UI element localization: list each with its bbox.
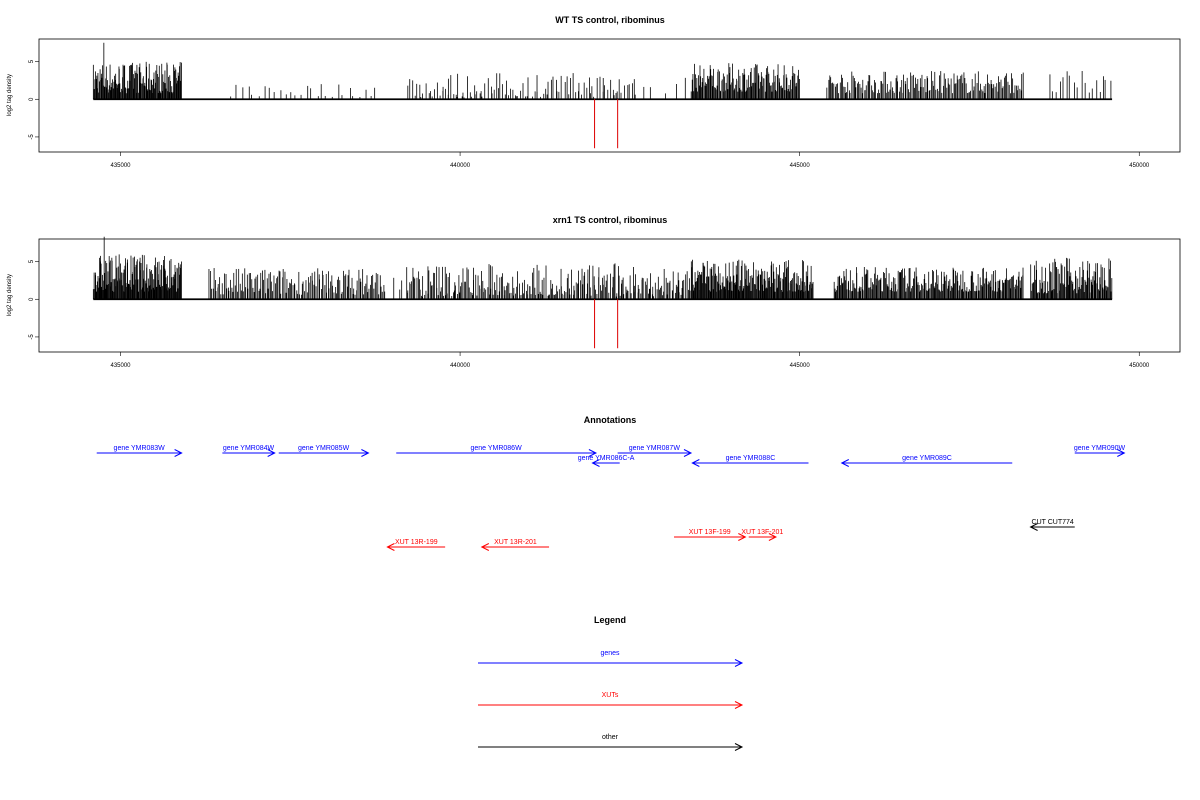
legend-label: other [602, 734, 619, 741]
annotation-label: gene YMR083W [114, 445, 166, 452]
annotation-gene-ymr088c: gene YMR088C [691, 455, 809, 467]
annotations-panel: Annotations gene YMR083W gene YMR084W gene… [96, 415, 1126, 551]
legend-item-genes: genes [478, 650, 744, 667]
annotation-label: gene YMR086W [470, 445, 522, 452]
wt-y-axis-label: log2 tag density [7, 74, 13, 116]
annotation-label: gene YMR084W [223, 445, 275, 452]
wt-y-tick-label: 5 [29, 59, 35, 63]
annotation-gene-ymr087w: gene YMR087W [617, 445, 693, 457]
annotation-label: gene YMR087W [629, 445, 681, 452]
wt-x-tick-label: 440000 [450, 163, 471, 169]
annotation-gene-ymr085w: gene YMR085W [278, 445, 370, 457]
annotation-cut-cut774: CUT CUT774 [1029, 519, 1075, 531]
legend-items: genes XUTs other [478, 650, 744, 751]
xrn1-plot-frame [38, 238, 1181, 353]
wt-x-tick-label: 450000 [1129, 163, 1150, 169]
legend: Legend genes XUTs other [478, 615, 744, 751]
wt-x-tick-label: 435000 [110, 163, 131, 169]
xrn1-x-tick-label: 445000 [790, 363, 811, 369]
xrn1-density-bars [92, 236, 1113, 301]
xrn1-red-marks [594, 299, 619, 349]
annotation-list: gene YMR083W gene YMR084W gene YMR085W gene… [96, 445, 1126, 551]
legend-item-xuts: XUTs [478, 692, 744, 709]
annotations-title: Annotations [584, 415, 637, 425]
wt-x-tick-label: 445000 [790, 163, 811, 169]
legend-label: genes [600, 650, 620, 657]
wt-red-marks [594, 99, 619, 149]
wt-y-tick-label: -5 [29, 134, 35, 140]
xrn1-x-tick-label: 450000 [1129, 363, 1150, 369]
wt-y-tick-label: 0 [29, 97, 35, 101]
xrn1-y-tick-label: -5 [29, 334, 35, 340]
annotation-label: gene YMR086C-A [578, 455, 635, 462]
annotation-label: gene YMR089C [902, 455, 952, 462]
xrn1-track-panel: xrn1 TS control, ribominus log2 tag dens… [7, 215, 1181, 369]
legend-title: Legend [594, 615, 626, 625]
wt-track-title: WT TS control, ribominus [555, 15, 665, 25]
annotation-label: gene YMR090W [1074, 445, 1126, 452]
xrn1-x-tick-label: 440000 [450, 363, 471, 369]
xrn1-track-title: xrn1 TS control, ribominus [553, 215, 668, 225]
annotation-label: XUT 13F-201 [741, 529, 783, 536]
xrn1-y-axis-label: log2 tag density [7, 274, 13, 316]
annotation-label: gene YMR088C [726, 455, 776, 462]
annotation-gene-ymr084w: gene YMR084W [222, 445, 276, 457]
xrn1-y-axis: 5 0 -5 [29, 259, 39, 340]
annotation-gene-ymr086w: gene YMR086W [396, 445, 598, 457]
wt-plot-frame [38, 38, 1181, 153]
xrn1-y-tick-label: 0 [29, 297, 35, 301]
annotation-gene-ymr089c: gene YMR089C [840, 455, 1013, 467]
legend-label: XUTs [602, 692, 619, 699]
wt-track-panel: WT TS control, ribominus log2 tag densit… [7, 15, 1181, 169]
annotation-label: CUT CUT774 [1032, 519, 1074, 526]
xrn1-x-tick-label: 435000 [110, 363, 131, 369]
xrn1-y-tick-label: 5 [29, 259, 35, 263]
xrn1-x-axis: 435000 440000 445000 450000 [110, 352, 1150, 369]
wt-x-axis: 435000 440000 445000 450000 [110, 152, 1150, 169]
wt-y-axis: 5 0 -5 [29, 59, 39, 140]
annotation-xut-13r-199: XUT 13R-199 [386, 539, 446, 551]
wt-density-bars [92, 42, 1113, 101]
annotation-xut-13f-201: XUT 13F-201 [741, 529, 783, 541]
annotation-xut-13f-199: XUT 13F-199 [674, 529, 747, 541]
annotation-label: XUT 13R-199 [395, 539, 438, 546]
annotation-gene-ymr086c-a: gene YMR086C-A [578, 455, 635, 467]
annotation-xut-13r-201: XUT 13R-201 [480, 539, 550, 551]
annotation-label: gene YMR085W [298, 445, 350, 452]
annotation-label: XUT 13R-201 [494, 539, 537, 546]
legend-item-other: other [478, 734, 744, 751]
annotation-gene-ymr083w: gene YMR083W [96, 445, 183, 457]
annotation-label: XUT 13F-199 [689, 529, 731, 536]
annotation-gene-ymr090w: gene YMR090W [1074, 445, 1126, 457]
